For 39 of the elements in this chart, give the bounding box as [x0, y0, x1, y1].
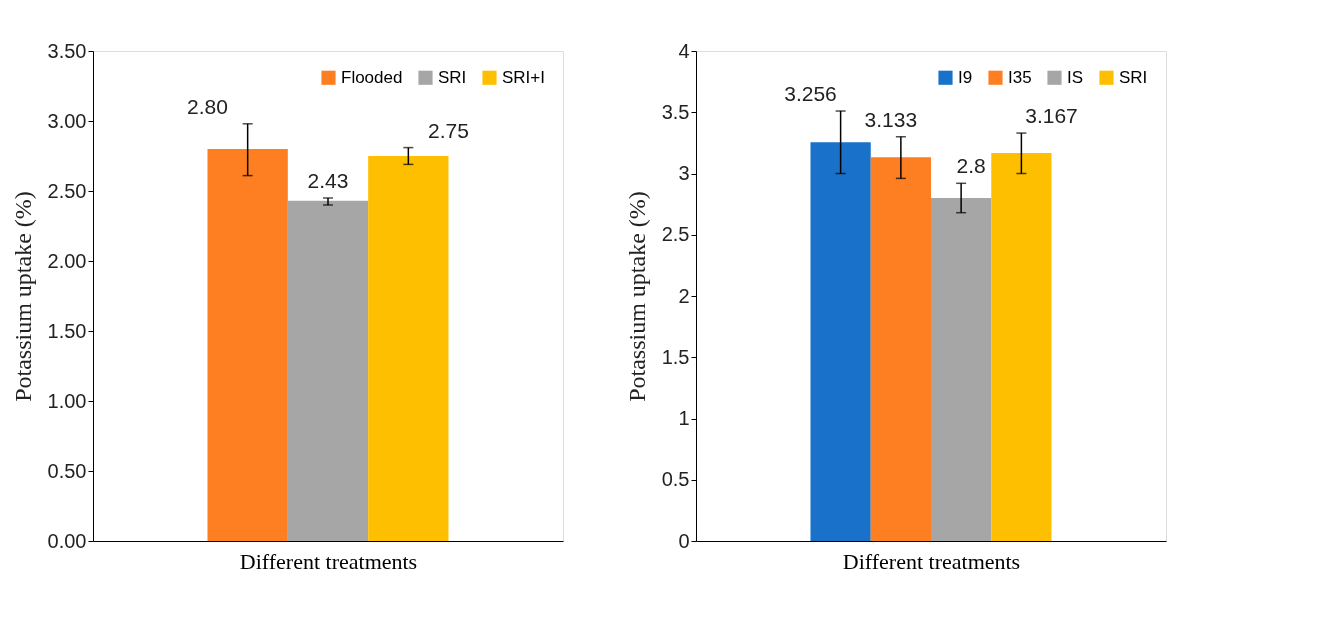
y-tick-label: 2.00: [47, 249, 87, 272]
data-label: 2.43: [307, 169, 349, 192]
legend-label: I9: [958, 67, 973, 87]
bar: [810, 142, 871, 541]
y-tick-label: 4: [678, 39, 690, 62]
y-axis-title: Potassium uptake (%): [623, 191, 650, 402]
data-label: 2.80: [187, 94, 228, 118]
y-tick-label: 1: [678, 407, 690, 429]
x-axis-title: Different treatments: [239, 548, 418, 574]
data-label: 3.133: [864, 107, 918, 131]
legend-label: I35: [1008, 67, 1032, 87]
y-tick-label: 3.50: [47, 39, 87, 62]
data-label: 3.256: [784, 82, 837, 106]
y-tick-label: 2.50: [47, 179, 87, 202]
y-tick-label: 0.5: [661, 468, 690, 491]
legend-label: Flooded: [341, 67, 403, 87]
y-tick-label: 0.00: [47, 529, 87, 552]
y-tick-label: 0: [678, 529, 690, 552]
legend-label: SRI: [1119, 67, 1148, 87]
y-tick-label: 1.5: [661, 345, 690, 368]
y-tick-label: 1.00: [47, 389, 87, 412]
bar: [991, 153, 1052, 541]
y-tick-label: 2.5: [661, 223, 690, 246]
legend-label: IS: [1067, 67, 1084, 87]
x-axis-title: Different treatments: [842, 548, 1021, 574]
y-tick-label: 1.50: [47, 319, 87, 342]
data-label: 2.8: [956, 154, 986, 178]
data-label: 2.75: [428, 118, 469, 142]
y-tick-label: 3.00: [47, 109, 87, 132]
y-axis-title: Potassium uptake (%): [9, 191, 36, 402]
y-tick-label: 3.5: [661, 100, 690, 123]
bar: [870, 157, 931, 541]
y-tick-label: 0.50: [47, 459, 87, 482]
data-label: 3.167: [1025, 104, 1078, 128]
legend-label: SRI: [438, 67, 467, 87]
bar: [931, 198, 992, 541]
legend-label: SRI+I: [502, 67, 545, 87]
y-tick-label: 2: [678, 284, 690, 307]
y-tick-label: 3: [678, 162, 690, 184]
